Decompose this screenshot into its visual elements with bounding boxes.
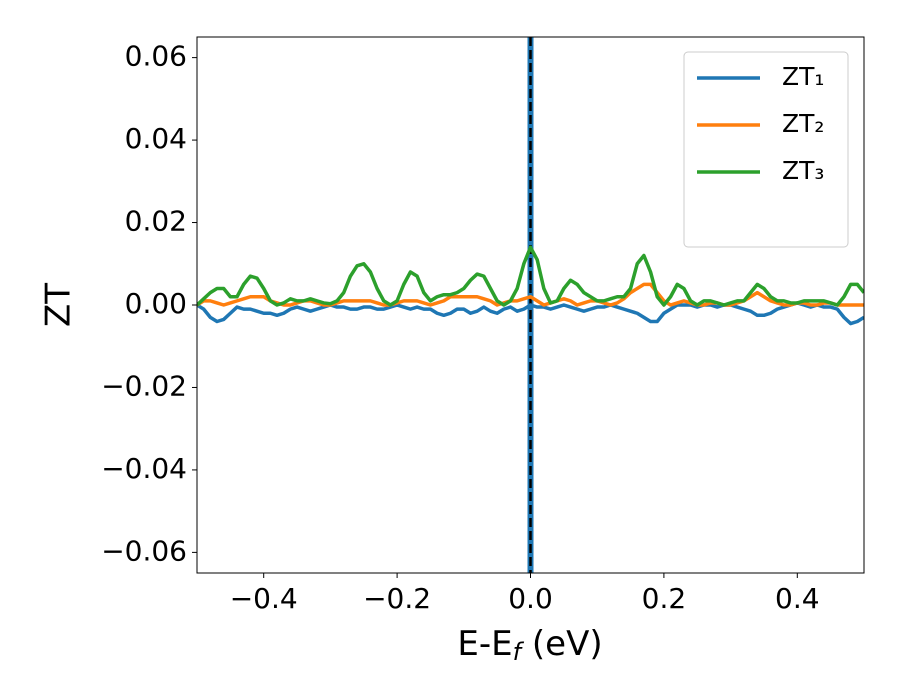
y-tick-label: −0.06 [101,534,187,567]
x-tick-label: −0.4 [230,582,298,615]
legend-label: ZT₃ [782,156,824,185]
legend-box [683,51,849,248]
plot-frame [196,36,865,574]
y-tick-label: −0.02 [101,369,187,402]
y-tick-label: 0.00 [125,287,187,320]
x-tick-label: 0.0 [508,582,553,615]
x-label-main: E-E [457,624,512,664]
x-tick-label: 0.2 [642,582,687,615]
x-label-unit: (eV) [521,624,603,664]
plot-area [197,37,864,573]
y-tick-label: 0.06 [125,40,187,73]
series-line [197,245,864,307]
y-tick-label: −0.04 [101,452,187,485]
x-axis-label: E-Ef (eV) [457,624,602,667]
y-tick-label: 0.02 [125,205,187,238]
y-tick-label: 0.04 [125,122,187,155]
y-axis-label: ZT [39,283,79,327]
legend-label: ZT₂ [782,109,824,138]
x-tick-label: −0.2 [363,582,431,615]
legend-label: ZT₁ [782,62,824,91]
x-tick-label: 0.4 [775,582,820,615]
series-line [197,301,864,326]
